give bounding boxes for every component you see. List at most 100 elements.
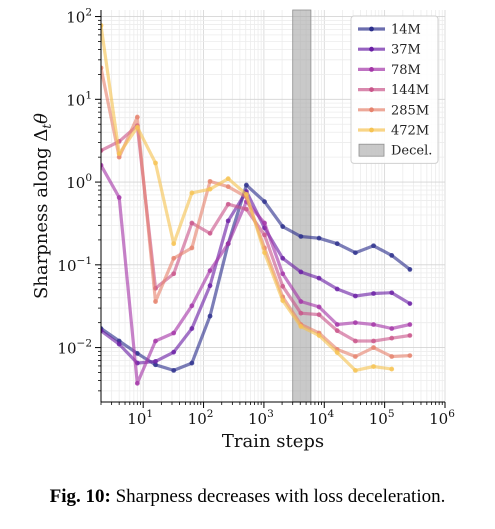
legend-label: Decel. <box>391 144 432 159</box>
data-point-78m <box>407 322 413 327</box>
data-point-37m <box>225 218 231 224</box>
data-point-472m <box>334 350 340 355</box>
legend-swatch-marker <box>369 87 374 92</box>
series-line-78m <box>101 163 412 385</box>
y-tick-label: 100 <box>66 172 92 192</box>
data-point-285m <box>101 65 104 71</box>
data-point-144m <box>389 335 395 341</box>
data-point-144m <box>101 148 104 154</box>
data-point-285m <box>371 345 376 350</box>
data-point-14m <box>243 182 249 188</box>
grid <box>100 10 446 402</box>
data-point-144m <box>262 232 267 238</box>
legend-swatch-decel <box>358 143 385 157</box>
data-point-78m <box>371 322 376 327</box>
data-point-472m <box>134 124 140 130</box>
data-point-472m <box>116 151 122 157</box>
x-tick-label: 102 <box>188 408 214 428</box>
data-point-285m <box>407 353 413 359</box>
legend-swatch-marker <box>369 127 374 133</box>
data-point-285m <box>171 255 177 261</box>
data-point-14m <box>262 199 267 205</box>
data-point-78m <box>101 162 104 168</box>
data-point-14m <box>189 360 195 366</box>
data-point-37m <box>298 269 304 275</box>
caption-text: Sharpness decreases with loss decelerati… <box>110 486 446 507</box>
data-point-14m <box>334 241 340 247</box>
data-point-144m <box>243 206 249 212</box>
y-tick-label: 10−1 <box>57 255 92 275</box>
data-point-472m <box>389 366 395 372</box>
data-point-78m <box>189 303 195 309</box>
data-point-37m <box>171 349 177 355</box>
data-point-472m <box>207 186 213 192</box>
y-axis-title: Sharpness along Δtθ <box>31 113 54 299</box>
data-point-285m <box>134 114 140 120</box>
data-point-144m <box>316 312 322 318</box>
legend-box <box>350 15 439 164</box>
data-point-78m <box>389 326 395 331</box>
legend: 14M 37M 78M 144M 285M 472M Decel. <box>350 15 439 164</box>
legend-label: 472M <box>391 124 429 139</box>
data-point-144m <box>280 283 286 289</box>
data-point-14m <box>371 243 376 249</box>
data-point-472m <box>225 176 231 182</box>
data-point-472m <box>171 241 177 247</box>
data-point-78m <box>134 380 140 386</box>
data-point-472m <box>280 298 286 303</box>
data-point-37m <box>352 293 358 299</box>
legend-label: 37M <box>391 43 421 58</box>
data-point-472m <box>262 250 267 256</box>
data-point-144m <box>189 220 195 226</box>
data-point-78m <box>262 220 267 226</box>
data-point-14m <box>352 250 358 256</box>
data-point-14m <box>407 267 413 272</box>
data-point-14m <box>153 362 158 368</box>
data-point-37m <box>153 359 158 364</box>
data-point-14m <box>298 234 304 239</box>
legend-label: 285M <box>391 103 429 118</box>
data-point-78m <box>352 320 358 326</box>
data-point-144m <box>407 333 413 338</box>
data-point-285m <box>189 245 195 251</box>
decel-region <box>292 9 312 403</box>
data-point-37m <box>207 283 213 289</box>
legend-label: 14M <box>391 23 421 38</box>
data-point-78m <box>334 322 340 327</box>
x-tick-label: 101 <box>127 408 153 428</box>
series-group <box>101 23 413 386</box>
legend-swatch-marker <box>369 67 374 72</box>
data-point-144m <box>171 271 177 277</box>
data-point-37m <box>407 301 413 306</box>
data-point-78m <box>153 338 158 344</box>
y-tick-label: 10−2 <box>57 338 92 358</box>
data-point-472m <box>298 324 304 329</box>
data-point-78m <box>316 304 322 310</box>
data-point-37m <box>316 275 322 281</box>
data-point-285m <box>352 354 358 359</box>
x-tick-label: 105 <box>369 408 395 428</box>
legend-swatch-marker <box>369 107 374 113</box>
data-point-14m <box>171 367 177 373</box>
data-point-37m <box>371 291 376 296</box>
x-tick-label: 104 <box>308 408 334 428</box>
x-tick-label: 103 <box>248 408 274 428</box>
data-point-144m <box>207 230 213 236</box>
data-point-144m <box>225 201 231 207</box>
y-tick-label: 102 <box>66 7 92 27</box>
legend-swatch-marker <box>369 26 374 32</box>
x-tick-label: 106 <box>429 408 455 428</box>
data-point-285m <box>153 299 158 304</box>
data-point-472m <box>316 333 322 338</box>
data-point-78m <box>298 299 304 304</box>
data-point-14m <box>316 235 322 241</box>
data-point-472m <box>371 364 376 369</box>
data-point-37m <box>389 290 395 296</box>
data-point-285m <box>116 154 122 160</box>
data-point-14m <box>280 224 286 229</box>
data-point-14m <box>389 252 395 258</box>
data-point-285m <box>207 178 213 184</box>
chart: 101 102 103 104 105 106 10−2 10−1 100 101 102 Train… <box>31 7 455 452</box>
series-line-37m <box>101 189 412 365</box>
data-point-144m <box>298 310 304 316</box>
